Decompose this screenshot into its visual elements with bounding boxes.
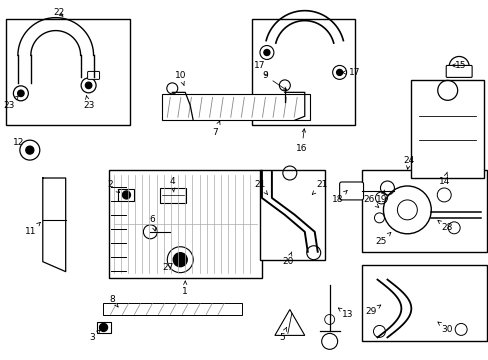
Text: 6: 6 (149, 215, 156, 231)
Polygon shape (260, 170, 324, 260)
Text: 17: 17 (342, 68, 360, 77)
Text: 30: 30 (437, 322, 452, 334)
Text: 4: 4 (169, 177, 175, 192)
Text: 23: 23 (3, 96, 19, 110)
FancyBboxPatch shape (446, 66, 471, 77)
Polygon shape (361, 265, 486, 341)
Circle shape (173, 253, 187, 267)
Text: 3: 3 (89, 330, 100, 342)
FancyBboxPatch shape (339, 182, 363, 200)
Text: 7: 7 (212, 121, 220, 137)
Text: 8: 8 (109, 295, 118, 307)
Text: 19: 19 (375, 190, 386, 204)
Circle shape (264, 50, 269, 55)
Text: 5: 5 (279, 328, 286, 342)
Text: 16: 16 (295, 129, 307, 153)
FancyBboxPatch shape (118, 189, 134, 201)
FancyBboxPatch shape (160, 188, 186, 203)
Text: 20: 20 (282, 252, 293, 266)
Text: 23: 23 (83, 95, 94, 110)
Text: 12: 12 (13, 138, 30, 150)
Polygon shape (274, 310, 304, 336)
Text: 13: 13 (338, 308, 353, 319)
Circle shape (122, 191, 130, 199)
Text: 24: 24 (403, 156, 414, 169)
Text: 26: 26 (363, 195, 378, 207)
Polygon shape (251, 19, 354, 125)
Text: 9: 9 (262, 71, 286, 90)
Text: 18: 18 (331, 190, 346, 204)
Circle shape (336, 69, 342, 75)
Polygon shape (102, 302, 242, 315)
FancyBboxPatch shape (96, 323, 110, 333)
Text: 14: 14 (438, 172, 449, 186)
Text: 21: 21 (254, 180, 267, 194)
Text: 2: 2 (107, 180, 120, 193)
Circle shape (26, 146, 34, 154)
Polygon shape (361, 170, 486, 252)
FancyBboxPatch shape (87, 71, 100, 80)
Text: 22: 22 (53, 8, 64, 17)
Text: 10: 10 (174, 71, 185, 85)
Text: 11: 11 (25, 222, 40, 236)
Circle shape (85, 82, 92, 89)
Polygon shape (6, 19, 130, 125)
Polygon shape (410, 80, 483, 178)
Text: 21: 21 (312, 180, 327, 194)
Text: 29: 29 (365, 305, 380, 316)
Text: 17: 17 (254, 61, 267, 76)
Polygon shape (108, 170, 262, 278)
Text: 25: 25 (375, 232, 390, 246)
Text: 28: 28 (437, 220, 452, 232)
Text: 1: 1 (182, 281, 188, 296)
Text: 27: 27 (163, 260, 177, 272)
Circle shape (100, 323, 107, 332)
Circle shape (18, 90, 24, 96)
Text: 15: 15 (451, 61, 466, 70)
Polygon shape (162, 94, 309, 120)
